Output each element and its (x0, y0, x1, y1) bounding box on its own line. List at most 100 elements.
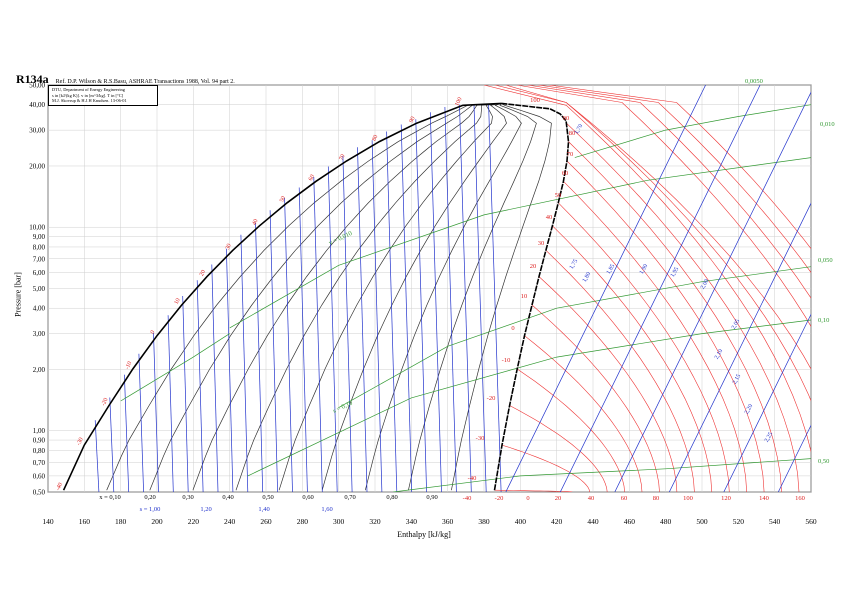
entropy-bottom-label: 1,40 (258, 506, 269, 513)
quality-label: 0,50 (262, 494, 273, 501)
x-tick-label: 420 (551, 517, 563, 526)
isentrope-line (269, 210, 278, 492)
info-line: s in [kJ/(kg K)]. v in [m^3/kg]. T in [°… (52, 92, 124, 98)
chart-title: R134a Ref. D.P. Wilson & R.S.Basu, ASHRA… (16, 72, 235, 87)
vapor-temp-label: 0 (511, 325, 514, 332)
y-tick-label: 4,00 (33, 305, 46, 313)
entropy-vapor-label: 2,05 (731, 318, 741, 330)
isentrope-vapor-line (723, 313, 811, 492)
entropy-vapor-label: 1,75 (569, 258, 579, 270)
isotherm-line (552, 225, 713, 492)
liquid-temp-label: -10 (125, 361, 134, 371)
liquid-temp-label: -40 (55, 482, 64, 492)
bottom-temp-label: 140 (759, 495, 769, 502)
bottom-temp-label: 160 (795, 495, 805, 502)
isentrope-line (109, 397, 115, 492)
x-tick-label: 400 (515, 517, 527, 526)
vapor-temp-label: 10 (521, 293, 528, 300)
vapor-temp-label: 20 (530, 263, 537, 270)
entropy-vapor-label: 1,70 (574, 123, 584, 135)
isotherm-line (483, 85, 811, 453)
x-tick-label: 360 (442, 517, 454, 526)
isotherm-line (538, 85, 811, 273)
quality-label: 0,30 (182, 494, 193, 501)
vapor-temp-label: -40 (468, 475, 477, 482)
isentrope-line (226, 248, 234, 492)
title-text: R134a (16, 72, 49, 86)
y-tick-label: 2,00 (33, 366, 46, 374)
vapor-temp-label: 90 (563, 115, 570, 122)
isochore-line (338, 266, 811, 408)
y-grid (48, 84, 811, 493)
isentrope-line (386, 131, 398, 492)
isentrope-vapor-line (505, 85, 706, 492)
x-tick-label: 200 (151, 517, 163, 526)
y-tick-label: 9,00 (33, 233, 46, 241)
isentrope-vapor-line (614, 91, 811, 492)
info-line: M.J. Skovrup & H.J.H Knudsen. 13-06-01 (52, 98, 127, 104)
quality-line (364, 103, 522, 491)
quality-label: 0,60 (302, 494, 313, 501)
isotherm-line (545, 250, 695, 492)
curve-layer (62, 85, 811, 492)
liquid-temp-label: 20 (199, 269, 207, 277)
vapor-temp-label: 60 (562, 170, 569, 177)
isentrope-line (94, 420, 100, 492)
isentrope-line (459, 104, 472, 492)
x-tick-labels: 140 160 180 200 220 240 260 280 300 320 340 360 380 4… (42, 517, 817, 526)
x-tick-label: 260 (260, 517, 272, 526)
isentrope-line (371, 140, 383, 492)
liquid-temp-label: 50 (279, 195, 287, 203)
isotherm-line (558, 202, 730, 492)
bottom-temp-label: 0 (526, 495, 529, 502)
isotherm-line (509, 405, 608, 492)
quality-line (321, 103, 507, 491)
isentrope-line (167, 315, 174, 492)
isotherm-line (566, 160, 765, 492)
isotherm-line (538, 276, 678, 492)
vapor-temp-label: -10 (502, 357, 511, 364)
liquid-temp-label: 80 (371, 134, 379, 142)
isentrope-line (240, 234, 249, 492)
liquid-temp-label: 70 (339, 154, 347, 162)
isentrope-line (153, 332, 159, 492)
quality-label: 0,20 (144, 494, 155, 501)
isotherm-line (531, 304, 660, 492)
quality-line (408, 103, 537, 491)
y-tick-label: 8,00 (33, 243, 46, 251)
y-tick-label: 5,00 (33, 285, 46, 293)
bottom-temp-label: -20 (495, 495, 504, 502)
isentrope-line (357, 147, 368, 492)
isentrope-line (488, 104, 502, 492)
quality-label: 0,40 (222, 494, 233, 501)
isentrope-line (124, 374, 130, 492)
entropy-vapor-label: 1,80 (582, 271, 592, 283)
x-tick-label: 340 (406, 517, 418, 526)
entropy-vapor-label: 1,90 (639, 263, 649, 275)
x-tick-label: 380 (478, 517, 490, 526)
entropy-bottom-label: 1,60 (321, 506, 332, 513)
quality-line (235, 103, 502, 491)
quality-label: x = 0,10 (99, 494, 121, 501)
entropy-vapor-label: 1,95 (670, 266, 680, 278)
quality-line (278, 103, 502, 491)
liquid-temp-label: 0 (150, 330, 157, 335)
vapor-temp-label: 50 (555, 192, 562, 199)
isentrope-line (400, 124, 413, 492)
y-tick-label: 0,90 (33, 437, 46, 445)
isentrope-line (415, 119, 427, 492)
vapor-temp-label: -20 (487, 395, 496, 402)
isentrope-line (444, 106, 457, 492)
isentrope-line (327, 166, 338, 492)
saturated-vapor-curve (493, 102, 570, 491)
isotherm-line (524, 335, 643, 492)
isochore-line (393, 458, 811, 492)
isentrope-line (196, 280, 204, 492)
x-tick-label: 480 (660, 517, 672, 526)
x-tick-label: 440 (587, 517, 599, 526)
vapor-temp-label: 70 (567, 151, 574, 158)
y-tick-label: 0,50 (33, 489, 46, 497)
vapor-temp-label: 30 (538, 240, 545, 247)
liquid-temp-label: 10 (174, 298, 182, 306)
entropy-vapor-label: 2,00 (700, 278, 710, 290)
